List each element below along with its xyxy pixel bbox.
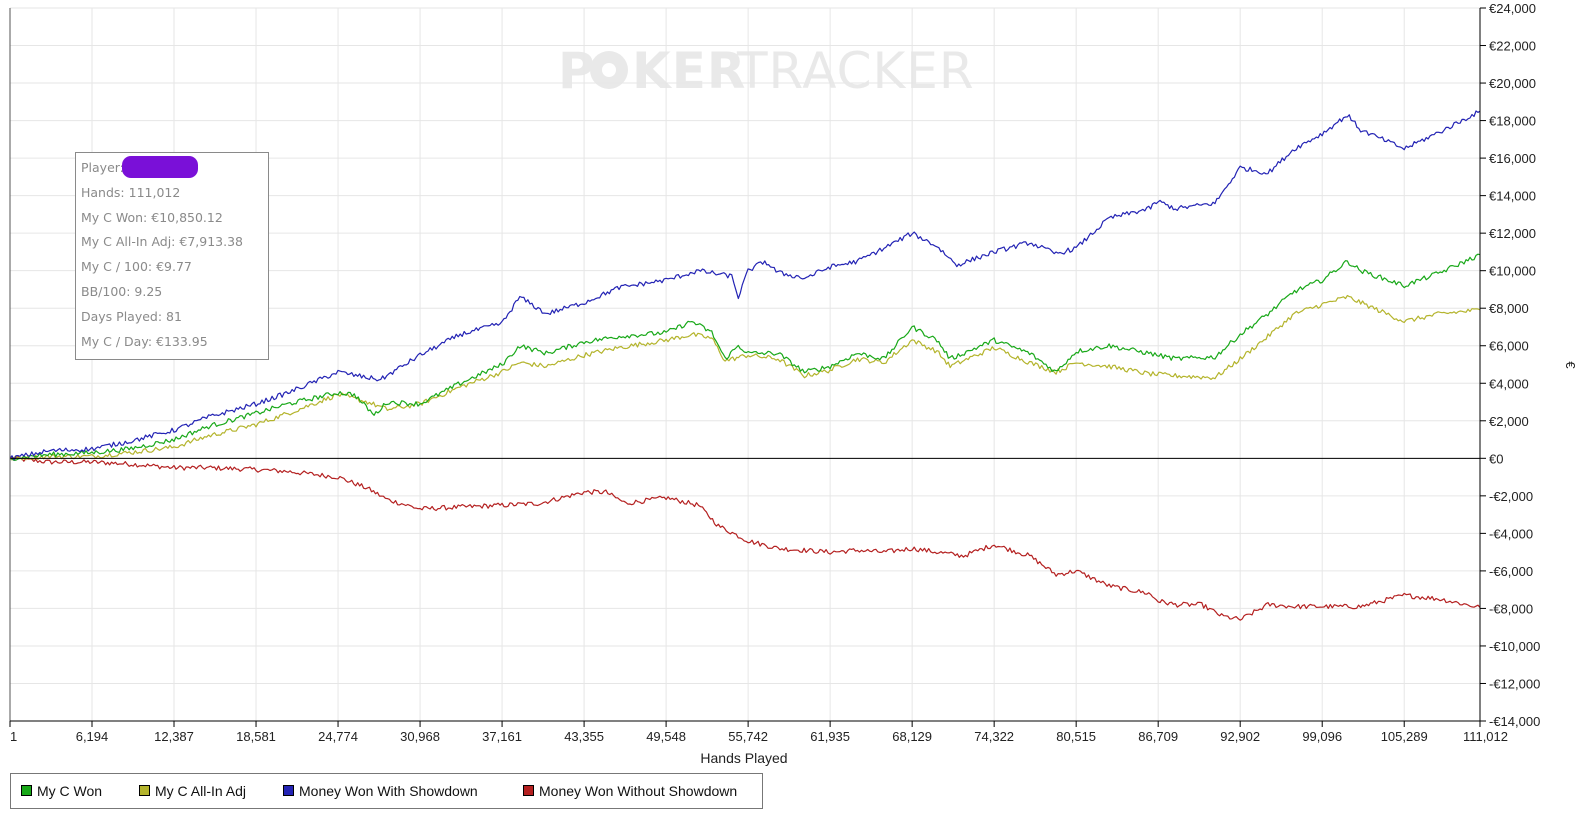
y-tick-label: -€4,000 bbox=[1489, 526, 1533, 541]
legend-label: My C Won bbox=[37, 783, 103, 799]
legend-label: Money Won With Showdown bbox=[299, 783, 478, 799]
x-tick-label: 55,742 bbox=[728, 729, 768, 744]
stat-per-day: My C / Day: €133.95 bbox=[81, 333, 208, 349]
y-tick-label: -€8,000 bbox=[1489, 601, 1533, 616]
y-tick-label: €0 bbox=[1489, 451, 1503, 466]
y-tick-label: -€14,000 bbox=[1489, 714, 1540, 729]
y-tick-label: -€10,000 bbox=[1489, 639, 1540, 654]
legend-swatch bbox=[523, 785, 534, 796]
poker-chip-center bbox=[602, 63, 616, 77]
legend-swatch bbox=[283, 785, 294, 796]
x-tick-label: 24,774 bbox=[318, 729, 358, 744]
redacted-player-name bbox=[121, 155, 198, 178]
x-tick-label: 37,161 bbox=[482, 729, 522, 744]
y-tick-label: €24,000 bbox=[1489, 1, 1536, 16]
legend-label: My C All-In Adj bbox=[155, 783, 247, 799]
y-tick-label: -€2,000 bbox=[1489, 489, 1533, 504]
stat-days-played: Days Played: 81 bbox=[81, 308, 182, 324]
x-tick-label: 43,355 bbox=[564, 729, 604, 744]
y-axis-title: € bbox=[1563, 361, 1577, 369]
x-axis-title: Hands Played bbox=[700, 750, 787, 766]
x-tick-label: 74,322 bbox=[974, 729, 1014, 744]
x-tick-label: 105,289 bbox=[1381, 729, 1428, 744]
x-tick-label: 49,548 bbox=[646, 729, 686, 744]
watermark-text-tracker: TRACKER bbox=[736, 42, 975, 100]
stat-hands: Hands: 111,012 bbox=[81, 184, 181, 200]
y-tick-label: €20,000 bbox=[1489, 76, 1536, 91]
y-tick-label: €12,000 bbox=[1489, 226, 1536, 241]
series-line-money-won-with-showdown bbox=[9, 110, 1481, 461]
grid-lines bbox=[9, 7, 1481, 722]
y-tick-label: €10,000 bbox=[1489, 264, 1536, 279]
legend-item-my-c-won[interactable]: My C Won bbox=[21, 783, 102, 799]
y-tick-label: -€6,000 bbox=[1489, 564, 1533, 579]
x-tick-label: 12,387 bbox=[154, 729, 194, 744]
series-line-money-won-without-showdown bbox=[9, 456, 1481, 621]
stat-won: My C Won: €10,850.12 bbox=[81, 209, 223, 225]
x-tick-label: 111,012 bbox=[1463, 729, 1508, 744]
y-tick-label: €8,000 bbox=[1489, 301, 1529, 316]
stat-allin-adj: My C All-In Adj: €7,913.38 bbox=[81, 234, 243, 250]
legend-swatch bbox=[139, 785, 150, 796]
x-tick-label: 86,709 bbox=[1138, 729, 1178, 744]
series-line-my-c-all-in-adj bbox=[9, 294, 1481, 461]
legend-label: Money Won Without Showdown bbox=[539, 783, 738, 799]
y-tick-label: €18,000 bbox=[1489, 114, 1536, 129]
x-tick-label: 1 bbox=[10, 729, 17, 744]
axes bbox=[9, 8, 1481, 722]
player-line: Player: bbox=[81, 155, 268, 183]
x-tick-label: 61,935 bbox=[810, 729, 850, 744]
legend-swatch bbox=[21, 785, 32, 796]
player-label: Player: bbox=[81, 160, 124, 175]
y-tick-label: €2,000 bbox=[1489, 414, 1529, 429]
pokertracker-watermark: P KER TRACKER bbox=[558, 42, 975, 100]
y-tick-label: €4,000 bbox=[1489, 376, 1529, 391]
y-tick-label: €14,000 bbox=[1489, 189, 1536, 204]
y-tick-label: €6,000 bbox=[1489, 339, 1529, 354]
stat-bb-100: BB/100: 9.25 bbox=[81, 283, 163, 299]
legend-item-without-showdown[interactable]: Money Won Without Showdown bbox=[523, 783, 737, 799]
x-axis-ticks: 1 6,194 12,387 18,581 24,774 30,968 37,161 43,3… bbox=[9, 721, 1508, 744]
x-tick-label: 18,581 bbox=[236, 729, 276, 744]
x-tick-label: 30,968 bbox=[400, 729, 440, 744]
y-tick-label: €16,000 bbox=[1489, 151, 1536, 166]
x-tick-label: 80,515 bbox=[1056, 729, 1096, 744]
watermark-text-p: P bbox=[558, 42, 596, 100]
player-stats-box: Player: Hands: 111,012 My C Won: €10,850… bbox=[75, 152, 269, 360]
legend-item-with-showdown[interactable]: Money Won With Showdown bbox=[283, 783, 478, 799]
x-tick-label: 99,096 bbox=[1302, 729, 1342, 744]
x-tick-label: 68,129 bbox=[892, 729, 932, 744]
y-axis-ticks: €24,000 €22,000 €20,000 €18,000 €16,000 €14,0… bbox=[1480, 1, 1540, 729]
watermark-text-ker: KER bbox=[632, 42, 746, 100]
series-line-my-c-won bbox=[9, 253, 1481, 461]
chart-legend: My C Won My C All-In Adj Money Won With … bbox=[10, 773, 763, 809]
x-tick-label: 6,194 bbox=[76, 729, 109, 744]
y-tick-label: -€12,000 bbox=[1489, 676, 1540, 691]
y-tick-label: €22,000 bbox=[1489, 39, 1536, 54]
legend-item-all-in-adj[interactable]: My C All-In Adj bbox=[139, 783, 246, 799]
x-tick-label: 92,902 bbox=[1220, 729, 1260, 744]
series-layer bbox=[9, 110, 1481, 621]
stat-per-100: My C / 100: €9.77 bbox=[81, 259, 192, 275]
